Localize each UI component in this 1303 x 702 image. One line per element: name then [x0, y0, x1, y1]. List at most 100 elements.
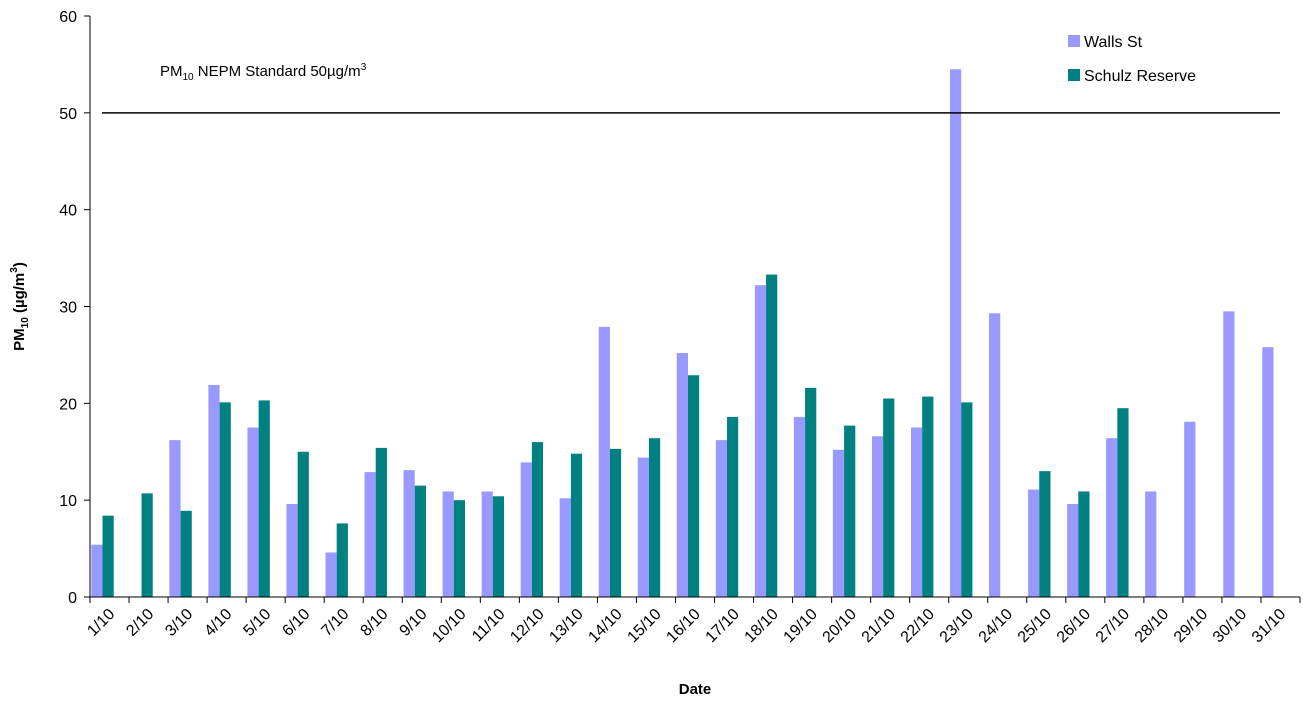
bar-schulz-reserve [102, 515, 114, 597]
x-tick-label: 18/10 [742, 606, 782, 646]
y-axis-title-part: PM [11, 328, 28, 351]
bar-schulz-reserve [648, 438, 661, 597]
bar-schulz-reserve [492, 496, 505, 597]
x-tick-label: 5/10 [240, 606, 274, 640]
bar-walls-st [442, 491, 454, 597]
bar-walls-st [989, 313, 1001, 597]
x-tick-label: 6/10 [279, 606, 313, 640]
x-tick-label: 8/10 [358, 606, 392, 640]
y-axis-title-part: 3 [9, 267, 20, 273]
bar-walls-st [169, 440, 181, 597]
bar-schulz-reserve [687, 375, 700, 597]
bar-schulz-reserve [531, 442, 544, 597]
bar-walls-st [1262, 347, 1274, 597]
legend-label: Schulz Reserve [1084, 68, 1196, 85]
x-tick-label: 25/10 [1015, 606, 1055, 646]
x-tick-label: 20/10 [820, 606, 860, 646]
x-tick-label: 11/10 [469, 606, 509, 646]
x-tick-label: 27/10 [1093, 606, 1133, 646]
bar-schulz-reserve [922, 396, 934, 597]
bar-walls-st [364, 472, 376, 597]
y-tick-label: 40 [59, 203, 77, 220]
axes-layer [84, 15, 1301, 603]
bar-walls-st [325, 552, 337, 597]
x-tick-label: 1/10 [84, 606, 118, 640]
bar-walls-st [91, 544, 103, 597]
bar-walls-st [247, 427, 259, 597]
x-tick-label: 23/10 [937, 606, 977, 646]
bar-walls-st [1028, 489, 1040, 597]
bar-walls-st [637, 457, 649, 597]
y-axis-title-part: (µg/m [11, 273, 28, 317]
y-tick-label: 10 [59, 493, 77, 510]
y-axis-title: PM10 (µg/m3) [9, 262, 31, 351]
legend: Walls St Schulz Reserve [1068, 34, 1196, 85]
nepm-standard-label-part: PM [160, 63, 183, 80]
bar-schulz-reserve [961, 402, 973, 597]
x-tick-label: 17/10 [703, 606, 743, 646]
y-axis-title-part: ) [11, 262, 28, 267]
bars-layer [91, 69, 1274, 597]
x-tick-label: 9/10 [397, 606, 431, 640]
x-tick-label: 21/10 [859, 606, 899, 646]
bar-schulz-reserve [1039, 471, 1051, 597]
bar-walls-st [286, 504, 298, 597]
x-tick-label: 4/10 [201, 606, 235, 640]
bar-schulz-reserve [297, 451, 309, 597]
bar-walls-st [520, 462, 532, 597]
y-tick-label: 60 [59, 9, 77, 26]
bar-walls-st [208, 384, 220, 597]
bar-schulz-reserve [141, 493, 153, 597]
bar-schulz-reserve [375, 447, 387, 597]
y-tick-label: 30 [59, 300, 77, 317]
x-tick-label: 13/10 [546, 606, 586, 646]
y-tick-label: 20 [59, 396, 77, 413]
x-tick-label: 14/10 [585, 606, 625, 646]
x-axis-title: Date [679, 681, 712, 698]
bar-schulz-reserve [609, 448, 622, 597]
x-tick-label: 7/10 [318, 606, 352, 640]
bar-schulz-reserve [883, 398, 895, 597]
bar-walls-st [598, 326, 610, 597]
bar-schulz-reserve [727, 416, 739, 597]
x-tick-label: 16/10 [663, 606, 703, 646]
x-tick-label: 26/10 [1054, 606, 1094, 646]
bar-schulz-reserve [180, 510, 192, 597]
bar-schulz-reserve [766, 274, 778, 597]
bar-walls-st [1106, 438, 1118, 597]
bar-schulz-reserve [805, 387, 817, 597]
legend-label: Walls St [1084, 34, 1143, 51]
bar-schulz-reserve [570, 453, 583, 597]
bar-walls-st [1184, 421, 1196, 597]
bar-schulz-reserve [414, 485, 426, 597]
x-tick-label: 2/10 [123, 606, 157, 640]
y-tick-label: 0 [68, 590, 77, 607]
bar-walls-st [676, 352, 688, 597]
x-tick-label: 12/10 [507, 606, 547, 646]
bar-schulz-reserve [258, 400, 270, 597]
bar-walls-st [832, 449, 845, 597]
bar-schulz-reserve [453, 500, 465, 597]
bar-walls-st [481, 491, 493, 597]
x-tick-label: 29/10 [1171, 606, 1211, 646]
bar-walls-st [715, 440, 728, 597]
x-tick-label: 19/10 [781, 606, 821, 646]
y-tick-label: 50 [59, 106, 77, 123]
legend-swatch [1068, 35, 1080, 47]
x-tick-label: 30/10 [1210, 606, 1250, 646]
x-tick-label: 31/10 [1249, 606, 1289, 646]
x-tick-label: 24/10 [976, 606, 1016, 646]
bar-walls-st [559, 498, 571, 597]
nepm-standard-label-part: 3 [361, 62, 367, 73]
nepm-standard-label-part: NEPM Standard 50µg/m [194, 63, 361, 80]
bar-walls-st [1067, 504, 1079, 597]
y-axis-title-part: 10 [20, 317, 31, 329]
x-tick-label: 15/10 [624, 606, 664, 646]
bar-walls-st [871, 436, 884, 597]
nepm-standard-label-part: 10 [183, 72, 195, 83]
bar-schulz-reserve [1078, 491, 1090, 597]
bar-schulz-reserve [336, 523, 348, 597]
nepm-standard-label: PM10 NEPM Standard 50µg/m3 [160, 62, 367, 83]
bar-schulz-reserve [844, 425, 856, 597]
bar-walls-st [403, 470, 415, 597]
